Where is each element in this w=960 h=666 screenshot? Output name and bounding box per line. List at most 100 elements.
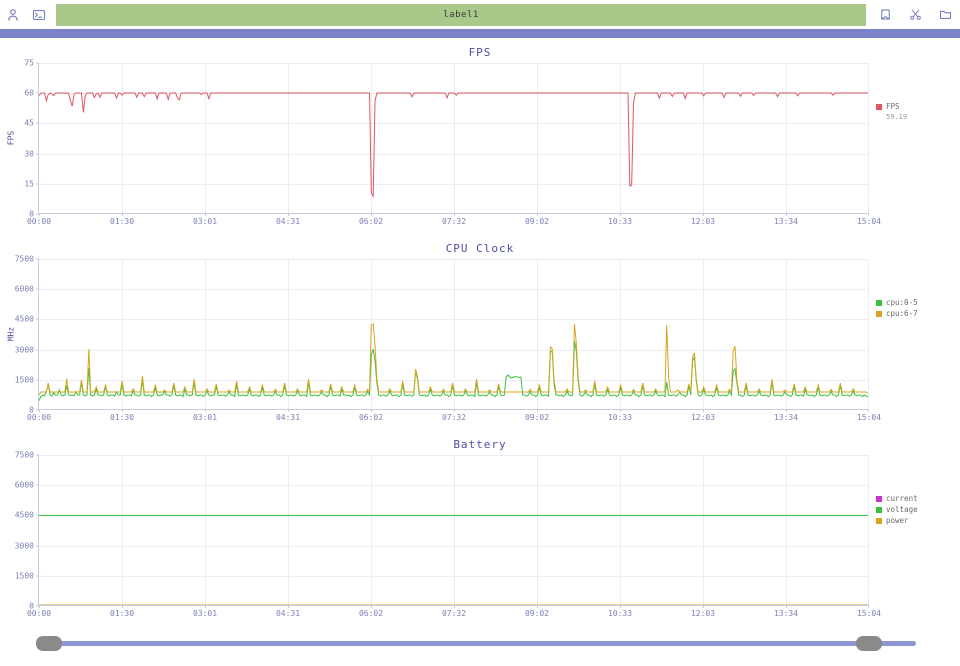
y-tick-mark [36,484,39,486]
y-tick-label: 6000 [14,284,34,294]
user-icon[interactable] [0,0,26,29]
x-tick-mark [454,605,455,608]
x-tick-label: 10:33 [607,609,633,618]
legend-color-swatch [876,299,882,306]
label-field[interactable]: label1 [56,3,866,26]
plot-area[interactable]: 0 1500 3000 4500 6000 7500 00:00 01:30 03:01 04:3… [15,255,881,423]
x-tick-label: 09:02 [524,413,550,422]
gridline-vertical [868,455,869,605]
legend-item[interactable]: cpu:0-5 [876,297,918,308]
gridline-vertical [371,455,372,605]
x-tick-label: 01:30 [109,609,135,618]
y-tick-label: 0 [29,209,34,219]
y-tick-mark [36,454,39,456]
plot-area[interactable]: 0 1500 3000 4500 6000 7500 00:00 01:30 03:01 04:3… [15,451,881,619]
top-toolbar: label1 [0,0,960,29]
y-axis-label: FPS [6,130,16,146]
x-tick-mark [786,605,787,608]
gridline-vertical [288,63,289,213]
slider-track[interactable] [44,641,916,646]
gridline-horizontal [39,575,868,577]
legend-item[interactable]: voltage [876,504,918,515]
y-tick-mark [36,409,39,411]
y-tick-label: 1500 [14,375,34,385]
chart-title: FPS [468,46,492,59]
gridline-vertical [205,455,206,605]
gridline-vertical [537,455,538,605]
x-tick-mark [122,409,123,412]
gridline-vertical [371,63,372,213]
plot-area[interactable]: 0 15 30 45 60 75 00:00 01:30 03:01 04:31 06:02 07:3… [24,59,881,227]
terminal-icon[interactable] [26,0,52,29]
y-tick-label: 4500 [14,314,34,324]
bookmark-icon[interactable] [870,0,900,29]
x-tick-label: 13:34 [773,413,799,422]
y-tick-mark [36,575,39,577]
gridline-vertical [703,455,704,605]
x-tick-mark [288,409,289,412]
x-tick-mark [703,605,704,608]
legend-item[interactable]: FPS [876,101,907,112]
x-tick-mark [703,409,704,412]
chart-title: CPU Clock [445,242,515,255]
y-tick-mark [36,213,39,215]
gridline-vertical [122,259,123,409]
x-tick-label: 07:32 [441,609,467,618]
x-tick-mark [620,605,621,608]
series-line [39,324,868,395]
y-tick-label: 60 [24,88,34,98]
x-tick-mark [288,213,289,216]
timeline-range-slider[interactable] [0,628,960,666]
label-text: label1 [443,9,479,20]
slider-handle-right[interactable] [856,636,882,651]
y-tick-mark [36,605,39,607]
x-tick-mark [205,213,206,216]
gridline-horizontal [39,289,868,291]
y-tick-label: 3000 [14,345,34,355]
x-tick-mark [205,605,206,608]
legend-item[interactable]: current [876,493,918,504]
y-tick-mark [36,379,39,381]
legend-item[interactable]: cpu:6-7 [876,308,918,319]
y-tick-mark [36,288,39,290]
gridline-vertical [537,259,538,409]
chart-legend: FPS 59.19 [876,101,907,123]
legend-label: power [886,516,909,525]
y-axis-label: MHz [6,326,16,342]
x-tick-label: 09:02 [524,609,550,618]
gridline-vertical [703,259,704,409]
slider-handle-left[interactable] [36,636,62,651]
y-tick-label: 30 [24,149,34,159]
y-tick-label: 7500 [14,254,34,264]
gridline-vertical [288,259,289,409]
series-line [39,341,868,401]
folder-open-icon[interactable] [930,0,960,29]
x-tick-mark [537,605,538,608]
gridline-horizontal [39,379,868,381]
gridline-horizontal [39,123,868,125]
x-tick-label: 04:31 [275,609,301,618]
y-tick-label: 45 [24,118,34,128]
y-tick-label: 15 [24,179,34,189]
y-tick-label: 0 [29,405,34,415]
legend-color-swatch [876,517,882,524]
x-tick-label: 13:34 [773,609,799,618]
x-tick-mark [703,213,704,216]
legend-color-swatch [876,506,882,513]
plot-series-layer [39,259,868,409]
scissors-icon[interactable] [900,0,930,29]
y-tick-label: 3000 [14,541,34,551]
gridline-horizontal [39,93,868,95]
x-tick-label: 03:01 [192,609,218,618]
gridline-vertical [288,455,289,605]
gridline-vertical [786,259,787,409]
x-tick-label: 03:01 [192,413,218,422]
gridline-vertical [786,63,787,213]
x-tick-mark [371,605,372,608]
x-tick-label: 15:04 [856,413,882,422]
y-tick-mark [36,318,39,320]
legend-item[interactable]: power [876,515,918,526]
x-tick-mark [620,409,621,412]
gridline-vertical [122,455,123,605]
gridline-horizontal [39,455,868,456]
